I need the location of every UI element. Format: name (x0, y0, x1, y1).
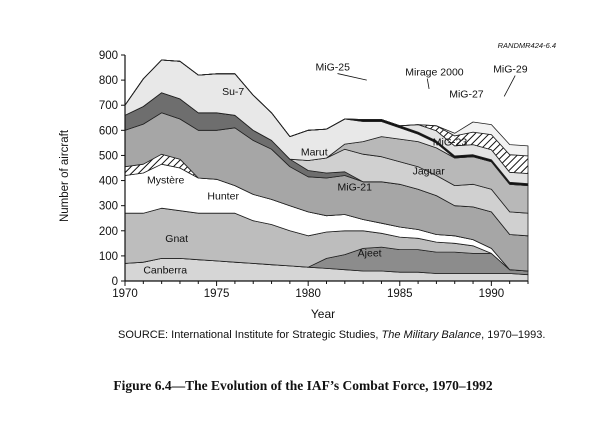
y-tick-label: 600 (99, 125, 118, 137)
callout-line-mig-29 (503, 75, 516, 97)
label-su-7: Su-7 (222, 86, 244, 98)
label-hunter: Hunter (207, 190, 239, 202)
y-axis-label: Number of aircraft (59, 129, 71, 222)
x-tick-label: 1970 (112, 288, 138, 300)
label-gnat: Gnat (165, 233, 188, 245)
area-mig-29 (124, 59, 529, 157)
y-tick-label: 200 (99, 226, 118, 238)
y-tick-label: 400 (99, 176, 118, 188)
label-mig-21: MiG-21 (337, 182, 372, 194)
x-tick-label: 1975 (204, 288, 230, 300)
axes: 0 100 200 300 400 500 600 700 800 900 1970 1975 1980… (99, 50, 529, 300)
label-ajeet: Ajeet (358, 247, 382, 259)
label-jaguar: Jaguar (413, 165, 446, 177)
label-marut: Marut (301, 146, 328, 158)
x-tick-label: 1990 (479, 288, 505, 300)
y-tick-label: 800 (99, 75, 118, 87)
y-tick-label: 900 (99, 50, 118, 62)
y-tick-label: 700 (99, 100, 118, 112)
x-axis-label: Year (311, 307, 335, 321)
x-tick-label: 1980 (295, 288, 321, 300)
label-canberra: Canberra (143, 264, 187, 276)
source-title: The Military Balance (381, 329, 482, 341)
figure-title: Figure 6.4—The Evolution of the IAF’s Co… (113, 378, 493, 393)
chart-code: RANDMR424-6.4 (498, 41, 556, 50)
y-tick-label: 300 (99, 201, 118, 213)
area-labels: Canberra Ajeet Gnat Hunter Mystère MiG-21 Maru… (143, 62, 527, 277)
y-tick-label: 0 (112, 276, 118, 288)
callout-mirage-2000: Mirage 2000 (405, 67, 464, 79)
callout-mig-25: MiG-25 (316, 62, 351, 74)
callout-line-mig-25 (337, 73, 367, 81)
y-tick-label: 100 (99, 251, 118, 263)
source-suffix: , 1970–1993. (481, 329, 546, 341)
callout-mig-29: MiG-29 (493, 64, 528, 76)
area-layers (124, 59, 529, 282)
source-note: SOURCE: International Institute for Stra… (118, 328, 588, 343)
label-mig-23: MiG-23 (433, 136, 468, 148)
label-mystere: Mystère (147, 175, 185, 187)
x-tick-label: 1985 (387, 288, 413, 300)
label-mig-27: MiG-27 (449, 89, 484, 101)
callout-line-mirage-2000 (426, 78, 430, 89)
y-tick-label: 500 (99, 150, 118, 162)
source-prefix: SOURCE: International Institute for Stra… (118, 329, 382, 341)
